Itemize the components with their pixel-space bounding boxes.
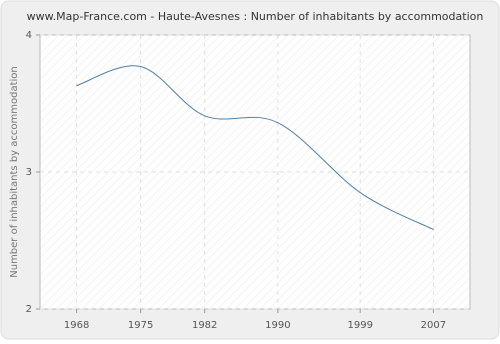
- line-series: [76, 65, 434, 230]
- x-tick-label: 1982: [192, 320, 217, 331]
- y-axis-label: Number of inhabitants by accommodation: [9, 66, 20, 278]
- y-tick-label: 4: [26, 30, 32, 41]
- chart-title: www.Map-France.com - Haute-Avesnes : Num…: [27, 10, 484, 23]
- x-tick-label: 1990: [265, 320, 290, 331]
- y-tick-label: 2: [26, 304, 32, 315]
- x-tick-label: 2007: [421, 320, 446, 331]
- x-tick-label: 1999: [347, 320, 372, 331]
- x-tick-label: 1968: [64, 320, 89, 331]
- plot-area: [39, 34, 471, 310]
- x-tick-label: 1975: [128, 320, 153, 331]
- y-tick-label: 3: [26, 167, 32, 178]
